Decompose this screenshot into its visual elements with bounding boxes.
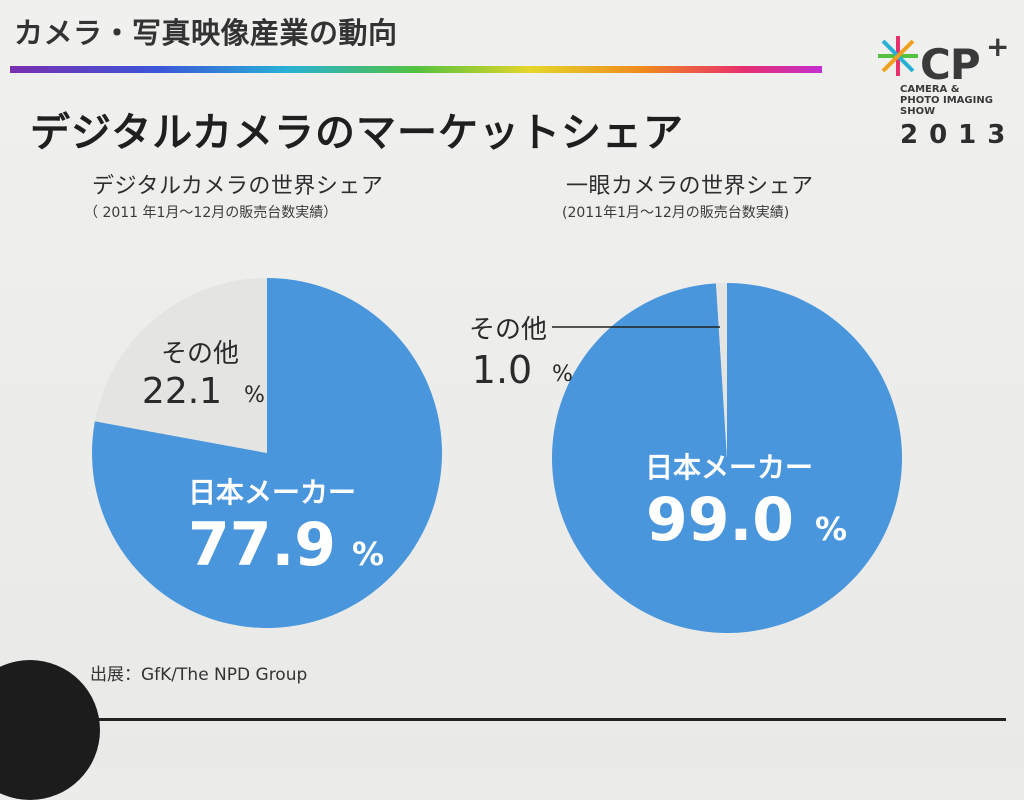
chart-1-subtitle: （ 2011 年1月〜12月の販売台数実績） bbox=[84, 205, 338, 221]
starburst-icon bbox=[878, 36, 918, 76]
section-title: カメラ・写真映像産業の動向 bbox=[14, 16, 398, 50]
rainbow-divider bbox=[10, 66, 822, 73]
pie-1-slice-other bbox=[94, 278, 267, 453]
pie-1-japan-unit: % bbox=[352, 535, 384, 573]
pie-2-other-label: その他 bbox=[469, 315, 547, 345]
page-title: デジタルカメラのマーケットシェア bbox=[30, 110, 684, 156]
pie-2-other-unit: % bbox=[552, 362, 573, 387]
pie-2-japan-unit: % bbox=[815, 510, 847, 548]
pie-2-japan-value: 99.0 bbox=[646, 485, 794, 555]
pie-2-japan-label: 日本メーカー bbox=[645, 451, 813, 484]
bottom-divider bbox=[62, 718, 1006, 721]
pie-2-slice-japan bbox=[552, 283, 903, 633]
chart-1-title: デジタルカメラの世界シェア bbox=[92, 174, 384, 199]
source-note: 出展：GfK/The NPD Group bbox=[90, 665, 308, 685]
pie-1-other-label: その他 bbox=[161, 339, 239, 369]
chart-2-title: 一眼カメラの世界シェア bbox=[566, 174, 814, 199]
logo-year: 2013 bbox=[900, 120, 1017, 150]
logo-subtitle: CAMERA & PHOTO IMAGING SHOW bbox=[900, 84, 993, 117]
pie-1-other-value: 22.1 bbox=[142, 371, 222, 412]
pie-2-other-value: 1.0 bbox=[472, 348, 532, 392]
pie-1-japan-label: 日本メーカー bbox=[188, 476, 356, 509]
logo-plus: + bbox=[986, 30, 1010, 63]
pie-1-slice-japan bbox=[92, 278, 443, 629]
pie-1-japan-value: 77.9 bbox=[188, 510, 336, 580]
pie-1-other-unit: % bbox=[244, 383, 265, 408]
cp-plus-logo: CP + CAMERA & PHOTO IMAGING SHOW 2013 bbox=[874, 30, 1017, 162]
chart-2-subtitle: (2011年1月〜12月の販売台数実績) bbox=[562, 205, 790, 221]
logo-cp: CP bbox=[920, 40, 981, 89]
